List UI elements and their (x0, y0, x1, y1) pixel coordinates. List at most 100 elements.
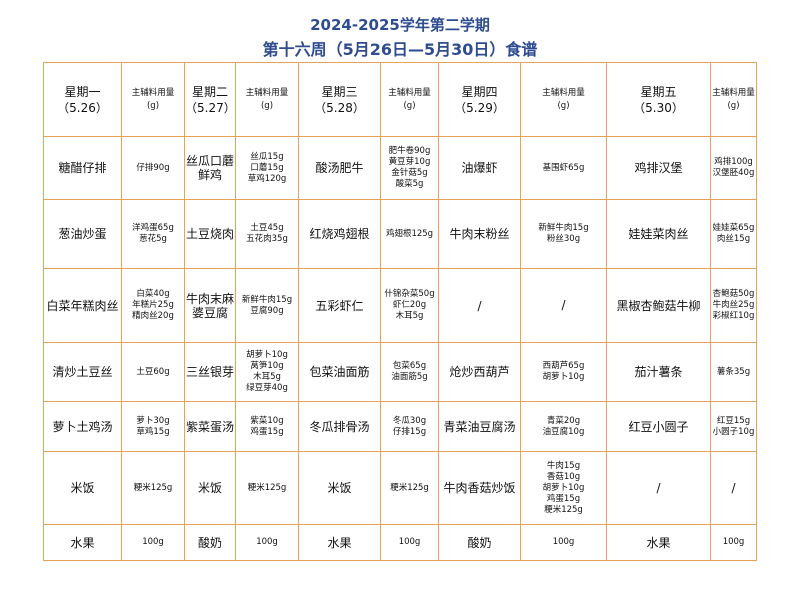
amount-line: 莴笋10g (250, 361, 284, 371)
amount-line: 粳米125g (544, 504, 583, 515)
amount-line: 冬瓜30g (392, 415, 427, 426)
dish-cell: 茄汁薯条 (606, 342, 711, 402)
amount-cell: / (710, 451, 757, 525)
menu-row: 米饭 粳米125g 米饭 粳米125g 米饭 粳米125g 牛肉香菇炒饭 牛肉15g 香菇10g… (43, 451, 757, 525)
amount-line: 丝瓜15g (250, 151, 284, 162)
amount-cell: 土豆45g 五花肉35g (235, 199, 299, 269)
amount-line: 肥牛卷90g (388, 146, 431, 156)
amount-line: / (731, 480, 736, 495)
amount-line: 仔排90g (136, 162, 170, 173)
amount-line: 口蘑15g (250, 162, 284, 173)
amount-header: 主辅料用量 (g) (235, 62, 299, 137)
dish-cell: 酸奶 (438, 524, 521, 561)
dish-cell: 水果 (43, 524, 122, 561)
amount-line: 什锦杂菜50g (384, 289, 435, 299)
menu-row: 萝卜土鸡汤 萝卜30g 草鸡15g 紫菜蛋汤 紫菜10g 鸡蛋15g 冬瓜排骨汤 冬瓜30g 仔… (43, 401, 757, 452)
dish-cell: 五彩虾仁 (298, 268, 381, 343)
amount-line: 杏鲍菇50g (712, 289, 755, 299)
amount-cell: 娃娃菜65g 肉丝15g (710, 199, 757, 269)
amount-line: 豆腐90g (250, 305, 284, 316)
dish-cell: 米饭 (184, 451, 236, 525)
amount-cell: 鸡排100g 汉堡胚40g (710, 136, 757, 200)
amount-line: 100g (552, 537, 575, 547)
amount-line: 鸡蛋15g (250, 426, 284, 437)
amount-line: 仔排15g (392, 426, 427, 437)
amount-line: 包菜65g (392, 361, 427, 371)
amount-line: 酸菜5g (395, 179, 424, 189)
amount-cell: 鸡翅根125g (380, 199, 439, 269)
dish-cell: 米饭 (43, 451, 122, 525)
amount-line: 萝卜30g (136, 415, 170, 426)
dish-cell: 牛肉香菇炒饭 (438, 451, 521, 525)
amount-line: 胡萝卜10g (542, 482, 585, 493)
amount-cell: 粳米125g (380, 451, 439, 525)
menu-title-term: 2024-2025学年第二学期 (310, 16, 490, 34)
amount-line: 土豆60g (136, 366, 170, 377)
amount-line: 粉丝30g (546, 234, 581, 244)
amount-line: 鸡蛋15g (546, 493, 581, 504)
dish-cell: 青菜油豆腐汤 (438, 401, 521, 452)
amount-line: / (561, 298, 566, 312)
dish-cell: 牛肉末麻婆豆腐 (184, 268, 236, 343)
amount-line: 红豆15g (716, 415, 751, 426)
amount-cell: / (520, 268, 607, 343)
amount-cell: 土豆60g (121, 342, 185, 402)
amount-line: 粳米125g (247, 482, 287, 493)
amount-cell: 肥牛卷90g 黄豆芽10g 金针菇5g 酸菜5g (380, 136, 439, 200)
amount-line: 油豆腐10g (542, 426, 585, 437)
day-header-mon: 星期一 （5.26） (43, 62, 122, 137)
dish-cell: / (438, 268, 521, 343)
amount-line: 100g (722, 537, 745, 547)
dish-cell: / (606, 451, 711, 525)
amount-line: 草鸡15g (136, 426, 170, 437)
amount-line: 绿豆芽40g (246, 383, 288, 393)
header-row: 星期一 （5.26） 主辅料用量 (g) 星期二 （5.27） 主辅料用量 (g) 星期… (43, 62, 757, 137)
amount-cell: 100g (235, 524, 299, 561)
day-header-wed: 星期三 （5.28） (298, 62, 381, 137)
amount-line: 香菇10g (546, 471, 581, 482)
weekly-menu-table: 星期一 （5.26） 主辅料用量 (g) 星期二 （5.27） 主辅料用量 (g) 星期… (43, 62, 757, 561)
amount-line: 100g (398, 537, 421, 547)
amount-cell: 100g (380, 524, 439, 561)
amount-line: 草鸡120g (247, 173, 287, 184)
dish-cell: 丝瓜口蘑鲜鸡 (184, 136, 236, 200)
dish-cell: 糖醋仔排 (43, 136, 122, 200)
dish-cell: 清炒土豆丝 (43, 342, 122, 402)
menu-row: 水果 100g 酸奶 100g 水果 100g 酸奶 100g 水果 100g (43, 524, 757, 561)
amount-cell: 包菜65g 油面筋5g (380, 342, 439, 402)
amount-line: 精肉丝20g (132, 311, 174, 321)
amount-line: 胡萝卜10g (246, 350, 288, 360)
amount-header: 主辅料用量 (g) (121, 62, 185, 137)
amount-line: 年糕片25g (132, 300, 174, 310)
amount-line: 西葫芦65g (542, 361, 585, 371)
amount-line: 葱花5g (139, 234, 167, 244)
amount-cell: 粳米125g (235, 451, 299, 525)
amount-line: 青菜20g (546, 415, 581, 426)
amount-line: 木耳5g (253, 372, 281, 382)
amount-line: 木耳5g (395, 311, 424, 321)
menu-row: 糖醋仔排 仔排90g 丝瓜口蘑鲜鸡 丝瓜15g 口蘑15g 草鸡120g 酸汤肥牛 肥牛卷90… (43, 136, 757, 200)
amount-header: 主辅料用量 (g) (520, 62, 607, 137)
dish-cell: 三丝银芽 (184, 342, 236, 402)
dish-cell: 油爆虾 (438, 136, 521, 200)
dish-cell: 紫菜蛋汤 (184, 401, 236, 452)
menu-title-week: 第十六周（5月26日—5月30日）食谱 (262, 40, 538, 59)
dish-cell: 萝卜土鸡汤 (43, 401, 122, 452)
amount-line: 鸡翅根125g (385, 228, 434, 239)
amount-line: 油面筋5g (391, 372, 428, 382)
menu-row: 白菜年糕肉丝 白菜40g 年糕片25g 精肉丝20g 牛肉末麻婆豆腐 新鲜牛肉15g 豆腐9… (43, 268, 757, 343)
amount-header: 主辅料用量 (g) (710, 62, 757, 137)
dish-cell: 红豆小圆子 (606, 401, 711, 452)
amount-cell: 冬瓜30g 仔排15g (380, 401, 439, 452)
amount-line: 100g (256, 537, 278, 547)
amount-cell: 新鲜牛肉15g 粉丝30g (520, 199, 607, 269)
amount-line: 100g (142, 537, 164, 547)
amount-cell: 西葫芦65g 胡萝卜10g (520, 342, 607, 402)
amount-line: 胡萝卜10g (542, 372, 585, 382)
amount-line: 粳米125g (133, 482, 173, 493)
day-header-tue: 星期二 （5.27） (184, 62, 236, 137)
amount-line: 黄豆芽10g (388, 157, 431, 167)
amount-cell: 红豆15g 小圆子10g (710, 401, 757, 452)
amount-header: 主辅料用量 (g) (380, 62, 439, 137)
amount-line: 白菜40g (136, 289, 170, 299)
